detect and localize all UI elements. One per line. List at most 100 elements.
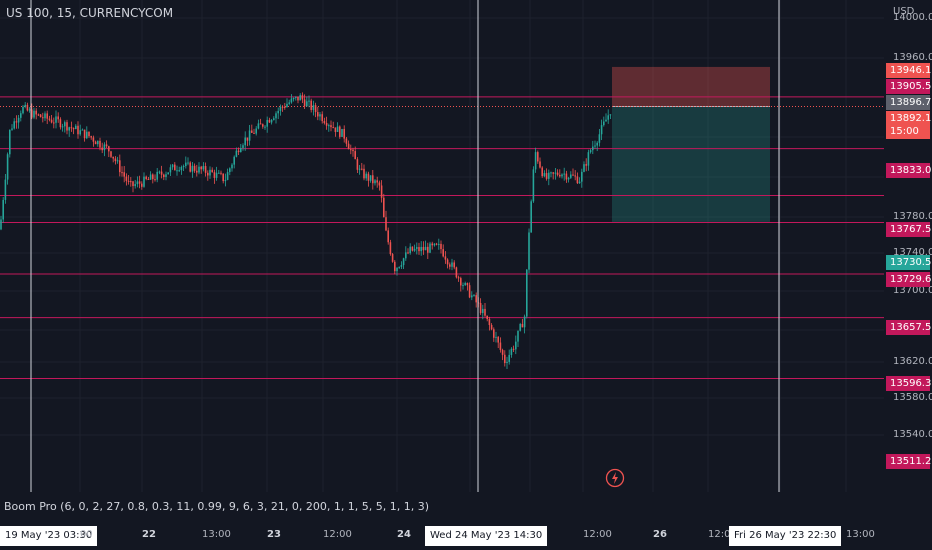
candle-body [154,179,156,181]
candle-body [119,160,121,173]
candle-body [583,164,585,172]
candle-body [416,247,418,249]
candle-body [361,168,363,170]
candle-body [449,264,451,267]
candle-body [598,134,601,143]
candle-body [202,166,205,170]
price-tick-label: 13780.0 [893,211,932,222]
candle-body [310,100,312,110]
price-badge-value: 13896.7 [890,97,932,108]
chart-area[interactable]: US 100, 15, CURRENCYCOM USD 14000.0 13960… [0,0,932,520]
candle-body [312,105,315,110]
candle-body [15,121,18,123]
candle-body [75,125,77,130]
candle-body [543,173,546,177]
candle-body [242,145,244,148]
lightning-icon[interactable] [605,468,625,488]
candle-body [233,156,235,165]
price-badge-value: 13905.5 [890,81,932,92]
candle-body [207,172,209,176]
candle-body [35,110,37,115]
candle-body [585,164,587,166]
candle-body [488,319,491,325]
candle-body [286,103,288,108]
time-tick-label: 12:00 [583,529,612,540]
candle-body [105,144,108,147]
candle-body [367,173,370,181]
candle-body [537,152,539,162]
candle-body [490,324,493,330]
candle-body [59,119,62,128]
candle-body [72,128,75,130]
time-tick-label: 12:00 [323,529,352,540]
candle-body [541,167,543,177]
price-tick-label: 13960.0 [893,52,932,63]
candle-body [427,246,429,253]
candle-body [297,96,299,101]
candle-body [473,295,475,297]
price-tick-label: 13620.0 [893,356,932,367]
candle-body [369,175,372,181]
candle-body [460,278,462,286]
candle-body [475,295,477,303]
candle-body [180,166,183,171]
candle-body [350,149,352,151]
candle-body [68,127,70,131]
candle-body [506,361,508,364]
indicator-legend[interactable]: Boom Pro (6, 0, 2, 27, 0.8, 0.3, 11, 0.9… [4,500,430,513]
candle-body [4,179,7,200]
candle-body [495,336,497,338]
candle-body [420,246,422,252]
candle-body [354,151,356,160]
candle-body [200,166,202,170]
symbol-title[interactable]: US 100, 15, CURRENCYCOM [6,6,174,20]
candle-body [169,167,172,173]
candle-body [442,249,444,257]
candle-body [563,173,565,175]
candle-body [235,150,238,157]
candle-body [246,137,249,141]
candle-body [143,176,145,187]
time-axis[interactable]: 19 May '23 03:30 002213:002312:0024512:0… [0,523,932,550]
candle-body [424,246,427,251]
candle-body [240,147,242,153]
candle-body [383,197,385,218]
candle-body [438,243,440,245]
price-chart[interactable] [0,0,932,520]
candle-body [114,158,117,162]
candle-body [97,140,99,145]
candle-body [402,258,405,266]
candle-body [292,98,295,100]
price-badge: 13730.5 [886,255,931,270]
candle-body [519,324,521,331]
candle-body [220,172,222,174]
candle-body [352,149,354,152]
candle-body [108,146,110,152]
candle-body [189,162,191,172]
candle-body [275,113,277,119]
take-profit-zone [612,106,770,222]
candle-body [548,172,550,179]
candle-body [0,219,2,230]
candle-body [466,283,469,286]
candle-body [79,130,81,135]
price-tick-label: 13540.0 [893,429,932,440]
candle-body [484,308,486,316]
candle-body [396,267,398,272]
time-tick-label: 12:00 [708,529,737,540]
candle-body [244,137,246,146]
candle-body [374,180,376,184]
candle-body [160,171,163,175]
price-badge-value: 13729.6 [890,274,932,285]
candle-body [567,177,570,180]
time-tick-label: 26 [653,529,667,540]
candle-body [57,116,59,120]
candle-body [418,247,420,252]
time-tick-label: 00 [80,529,93,540]
price-tick-label: 13580.0 [893,392,932,403]
candle-body [576,176,579,184]
candle-body [299,95,301,101]
candle-body [121,172,123,174]
candle-body [433,243,436,246]
candle-body [517,330,519,342]
